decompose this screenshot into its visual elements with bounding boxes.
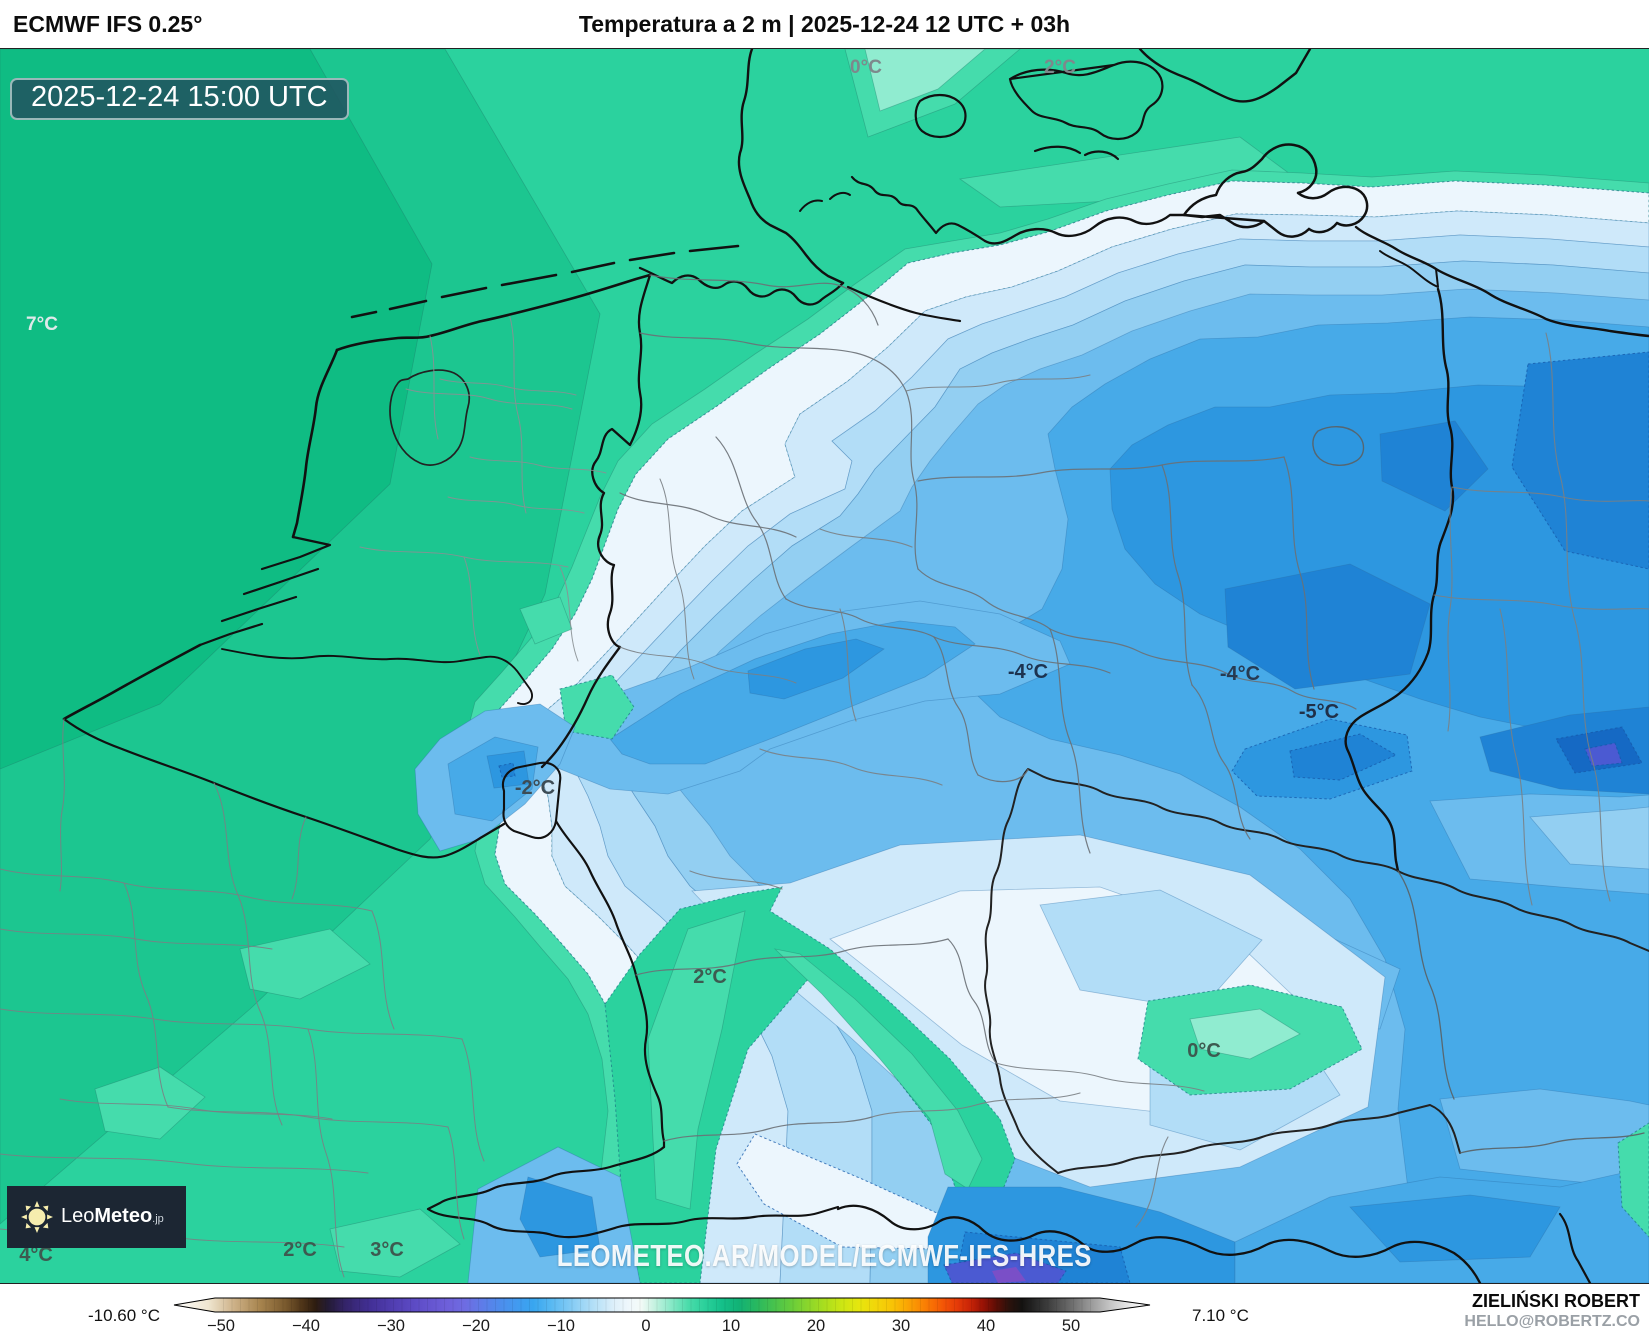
svg-text:50: 50 [1062, 1317, 1080, 1335]
svg-text:40: 40 [977, 1317, 995, 1335]
svg-text:2°C: 2°C [283, 1239, 317, 1261]
svg-text:30: 30 [892, 1317, 910, 1335]
svg-text:0°C: 0°C [850, 57, 882, 78]
svg-text:−30: −30 [377, 1317, 405, 1335]
svg-text:-2°C: -2°C [515, 777, 555, 799]
svg-text:7°C: 7°C [26, 314, 58, 335]
svg-text:−50: −50 [207, 1317, 235, 1335]
svg-text:4°C: 4°C [19, 1244, 53, 1266]
svg-text:−10: −10 [547, 1317, 575, 1335]
svg-text:0: 0 [641, 1317, 650, 1335]
svg-text:10: 10 [722, 1317, 740, 1335]
svg-text:2°C: 2°C [693, 966, 727, 988]
svg-text:3°C: 3°C [370, 1239, 404, 1261]
svg-text:-4°C: -4°C [1008, 661, 1048, 683]
svg-text:−40: −40 [292, 1317, 320, 1335]
svg-text:20: 20 [807, 1317, 825, 1335]
svg-text:-4°C: -4°C [1220, 663, 1260, 685]
svg-text:0°C: 0°C [1187, 1040, 1221, 1062]
svg-text:−20: −20 [462, 1317, 490, 1335]
svg-text:-5°C: -5°C [1299, 701, 1339, 723]
svg-text:2°C: 2°C [1044, 57, 1076, 78]
